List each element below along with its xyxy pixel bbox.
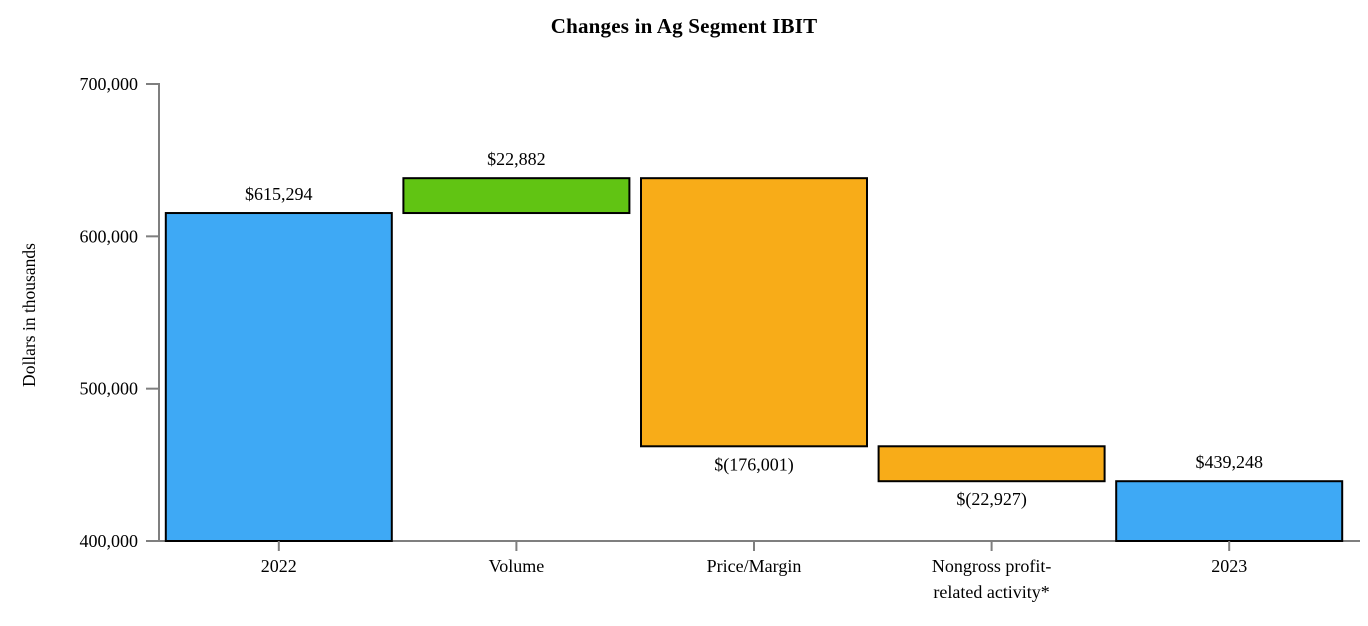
waterfall-bar-total	[164, 212, 393, 543]
y-tick-label: 700,000	[80, 74, 139, 94]
bar-value-label: $439,248	[1195, 452, 1263, 472]
waterfall-bar-total	[1115, 480, 1344, 543]
y-tick-label: 500,000	[80, 379, 139, 399]
bar-value-label: $(22,927)	[956, 489, 1027, 510]
bar-value-label: $615,294	[245, 184, 313, 204]
x-category-label: Price/Margin	[707, 556, 802, 576]
waterfall-bar-decrease	[640, 177, 868, 448]
waterfall-bar-decrease	[877, 445, 1106, 483]
x-category-label: 2022	[261, 556, 297, 576]
bar-value-label: $(176,001)	[714, 454, 794, 475]
y-tick-label: 400,000	[80, 531, 139, 551]
y-tick-label: 600,000	[80, 226, 139, 246]
x-category-label: Nongross profit-related activity*	[932, 556, 1052, 602]
y-axis-title: Dollars in thousands	[19, 243, 39, 387]
x-category-label: 2023	[1211, 556, 1247, 576]
chart-title: Changes in Ag Segment IBIT	[550, 14, 818, 38]
waterfall-bar-increase	[402, 177, 631, 215]
x-category-label: Volume	[489, 556, 545, 576]
bar-value-label: $22,882	[487, 149, 546, 169]
